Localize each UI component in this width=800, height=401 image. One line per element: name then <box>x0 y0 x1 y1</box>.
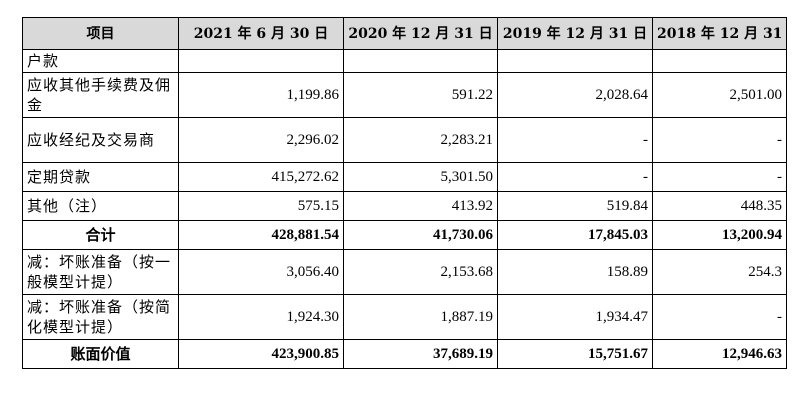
row-label: 应收经纪及交易商 <box>22 117 179 163</box>
cell-value: - <box>652 117 787 163</box>
row-label: 合计 <box>22 220 179 250</box>
cell-value: 428,881.54 <box>178 220 344 250</box>
cell-value: 2,283.21 <box>343 117 498 163</box>
table-row: 应收其他手续费及佣金 1,199.86 591.22 2,028.64 2,50… <box>22 72 787 118</box>
cell-value: 2,501.00 <box>652 72 787 118</box>
cell-value: 3,056.40 <box>178 249 344 295</box>
total-row: 合计 428,881.54 41,730.06 17,845.03 13,200… <box>22 220 787 250</box>
cell-value: 13,200.94 <box>652 220 787 250</box>
table-row: 其他（注） 575.15 413.92 519.84 448.35 <box>22 191 787 221</box>
header-2019-12-31: 2019 年 12 月 31 日 <box>497 17 653 50</box>
cell-value: - <box>652 162 787 192</box>
cell-value: 12,946.63 <box>652 339 787 369</box>
cell-value: 2,028.64 <box>497 72 653 118</box>
cell-value <box>343 49 498 73</box>
cell-value: 415,272.62 <box>178 162 344 192</box>
cell-value: 17,845.03 <box>497 220 653 250</box>
header-2018-12-31: 2018 年 12 月 31 日 <box>652 17 787 50</box>
cell-value: 591.22 <box>343 72 498 118</box>
row-label: 减：坏账准备（按一般模型计提） <box>22 249 179 295</box>
cell-value: 2,296.02 <box>178 117 344 163</box>
cell-value: 519.84 <box>497 191 653 221</box>
book-value-row: 账面价值 423,900.85 37,689.19 15,751.67 12,9… <box>22 339 787 369</box>
row-label: 定期贷款 <box>22 162 179 192</box>
cell-value: 5,301.50 <box>343 162 498 192</box>
cell-value: 37,689.19 <box>343 339 498 369</box>
table-row: 减：坏账准备（按一般模型计提） 3,056.40 2,153.68 158.89… <box>22 249 787 295</box>
cell-value: 1,199.86 <box>178 72 344 118</box>
cell-value: 15,751.67 <box>497 339 653 369</box>
header-row: 项目 2021 年 6 月 30 日 2020 年 12 月 31 日 2019… <box>22 17 787 50</box>
cell-value: 1,924.30 <box>178 294 344 340</box>
cell-value: 158.89 <box>497 249 653 295</box>
cell-value: 413.92 <box>343 191 498 221</box>
cell-value: 575.15 <box>178 191 344 221</box>
header-2020-12-31: 2020 年 12 月 31 日 <box>343 17 498 50</box>
financial-table: 项目 2021 年 6 月 30 日 2020 年 12 月 31 日 2019… <box>22 17 787 369</box>
row-label: 应收其他手续费及佣金 <box>22 72 179 118</box>
cell-value: 254.3 <box>652 249 787 295</box>
table-row: 户款 <box>22 49 787 73</box>
row-label: 减：坏账准备（按简化模型计提） <box>22 294 179 340</box>
cell-value: 423,900.85 <box>178 339 344 369</box>
header-item: 项目 <box>22 17 179 50</box>
cell-value <box>178 49 344 73</box>
row-label: 账面价值 <box>22 339 179 369</box>
cell-value <box>652 49 787 73</box>
cell-value: 1,934.47 <box>497 294 653 340</box>
cell-value: 1,887.19 <box>343 294 498 340</box>
header-2021-06-30: 2021 年 6 月 30 日 <box>178 17 344 50</box>
table-row: 应收经纪及交易商 2,296.02 2,283.21 - - <box>22 117 787 163</box>
cell-value <box>497 49 653 73</box>
row-label: 户款 <box>22 49 179 73</box>
table-row: 减：坏账准备（按简化模型计提） 1,924.30 1,887.19 1,934.… <box>22 294 787 340</box>
table-row: 定期贷款 415,272.62 5,301.50 - - <box>22 162 787 192</box>
row-label: 其他（注） <box>22 191 179 221</box>
cell-value: - <box>652 294 787 340</box>
cell-value: 448.35 <box>652 191 787 221</box>
cell-value: - <box>497 162 653 192</box>
cell-value: - <box>497 117 653 163</box>
cell-value: 2,153.68 <box>343 249 498 295</box>
cell-value: 41,730.06 <box>343 220 498 250</box>
